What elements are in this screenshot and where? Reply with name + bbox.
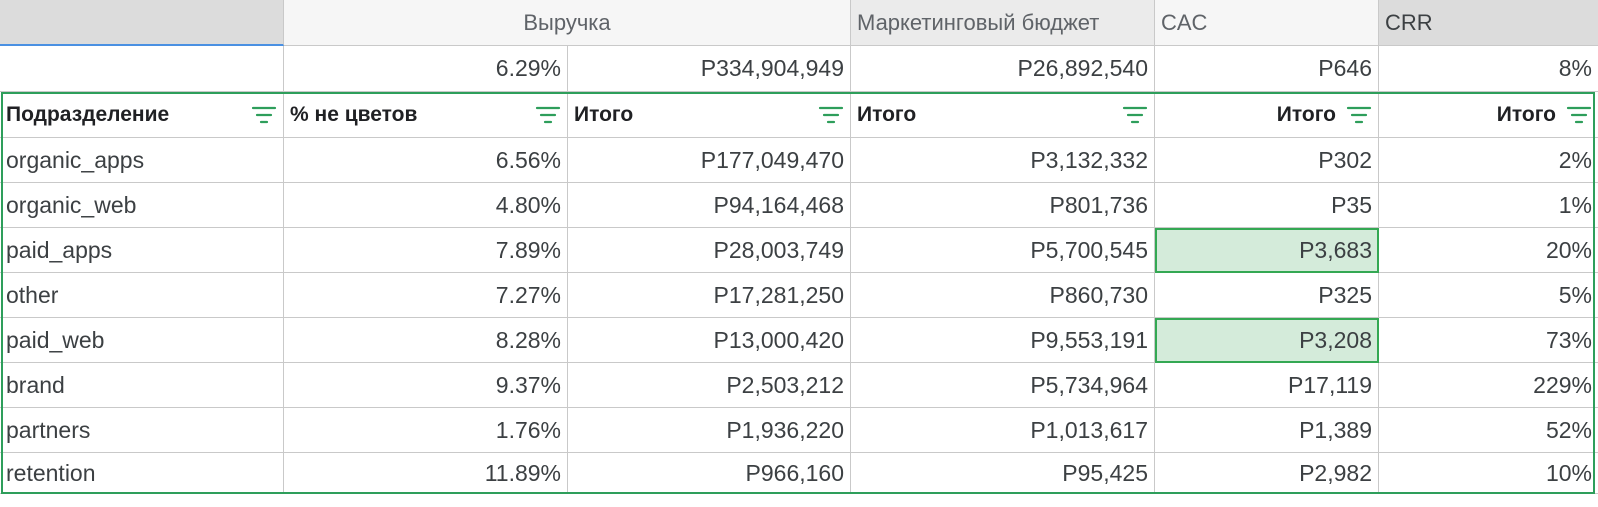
header-cac-label: Итого xyxy=(1276,102,1336,126)
cell-revenue[interactable]: Р177,049,470 xyxy=(568,138,851,183)
group-cac[interactable]: CAC xyxy=(1155,0,1379,46)
cell-cac[interactable]: Р1,389 xyxy=(1155,408,1379,453)
cell-revenue[interactable]: Р94,164,468 xyxy=(568,183,851,228)
filter-icon[interactable] xyxy=(818,105,844,125)
cell-marketing[interactable]: Р801,736 xyxy=(851,183,1155,228)
group-crr[interactable]: CRR xyxy=(1379,0,1598,46)
header-revenue-label: Итого xyxy=(574,102,634,126)
column-header-row: Подразделение % не цветов Итого Итого Ит… xyxy=(0,92,1598,138)
cell-marketing[interactable]: Р5,700,545 xyxy=(851,228,1155,273)
table-row: organic_web 4.80% Р94,164,468 Р801,736 Р… xyxy=(0,183,1598,228)
total-cac[interactable]: Р646 xyxy=(1155,46,1379,92)
cell-crr[interactable]: 5% xyxy=(1379,273,1598,318)
table-row: paid_web 8.28% Р13,000,420 Р9,553,191 Р3… xyxy=(0,318,1598,363)
cell-pct[interactable]: 6.56% xyxy=(284,138,568,183)
filter-icon[interactable] xyxy=(251,105,277,125)
cell-crr[interactable]: 10% xyxy=(1379,453,1598,494)
filter-icon[interactable] xyxy=(1122,105,1148,125)
cell-marketing[interactable]: Р860,730 xyxy=(851,273,1155,318)
total-marketing[interactable]: Р26,892,540 xyxy=(851,46,1155,92)
cell-division[interactable]: organic_apps xyxy=(0,138,284,183)
filter-icon[interactable] xyxy=(1566,105,1592,125)
group-revenue[interactable]: Выручка xyxy=(284,0,851,46)
header-revenue[interactable]: Итого xyxy=(568,92,851,138)
cell-crr[interactable]: 73% xyxy=(1379,318,1598,363)
cell-division[interactable]: partners xyxy=(0,408,284,453)
cell-division[interactable]: organic_web xyxy=(0,183,284,228)
header-crr-label: Итого xyxy=(1496,102,1556,126)
cell-revenue[interactable]: Р2,503,212 xyxy=(568,363,851,408)
cell-cac[interactable]: Р17,119 xyxy=(1155,363,1379,408)
cell-division[interactable]: retention xyxy=(0,453,284,494)
cell-crr[interactable]: 2% xyxy=(1379,138,1598,183)
cell-pct[interactable]: 4.80% xyxy=(284,183,568,228)
cell-marketing[interactable]: Р1,013,617 xyxy=(851,408,1155,453)
cell-revenue[interactable]: Р28,003,749 xyxy=(568,228,851,273)
table-row: retention 11.89% Р966,160 Р95,425 Р2,982… xyxy=(0,453,1598,494)
totals-label-cell[interactable] xyxy=(0,46,284,92)
cell-revenue[interactable]: Р1,936,220 xyxy=(568,408,851,453)
total-crr[interactable]: 8% xyxy=(1379,46,1598,92)
cell-crr[interactable]: 20% xyxy=(1379,228,1598,273)
group-header-row: Выручка Маркетинговый бюджет CAC CRR xyxy=(0,0,1598,46)
totals-row: 6.29% Р334,904,949 Р26,892,540 Р646 8% xyxy=(0,46,1598,92)
cell-division[interactable]: other xyxy=(0,273,284,318)
table-row: other 7.27% Р17,281,250 Р860,730 Р325 5% xyxy=(0,273,1598,318)
cell-pct[interactable]: 8.28% xyxy=(284,318,568,363)
table-row: brand 9.37% Р2,503,212 Р5,734,964 Р17,11… xyxy=(0,363,1598,408)
cell-cac[interactable]: Р302 xyxy=(1155,138,1379,183)
cell-crr[interactable]: 1% xyxy=(1379,183,1598,228)
cell-marketing[interactable]: Р95,425 xyxy=(851,453,1155,494)
cell-crr[interactable]: 52% xyxy=(1379,408,1598,453)
header-division-label: Подразделение xyxy=(6,102,170,126)
cell-division[interactable]: paid_web xyxy=(0,318,284,363)
cell-cac[interactable]: Р325 xyxy=(1155,273,1379,318)
table-row: partners 1.76% Р1,936,220 Р1,013,617 Р1,… xyxy=(0,408,1598,453)
cell-cac-highlighted[interactable]: Р3,208 xyxy=(1155,318,1379,363)
cell-cac-highlighted[interactable]: Р3,683 xyxy=(1155,228,1379,273)
cell-pct[interactable]: 7.27% xyxy=(284,273,568,318)
total-revenue[interactable]: Р334,904,949 xyxy=(568,46,851,92)
cell-crr[interactable]: 229% xyxy=(1379,363,1598,408)
total-pct[interactable]: 6.29% xyxy=(284,46,568,92)
cell-pct[interactable]: 9.37% xyxy=(284,363,568,408)
table-row: paid_apps 7.89% Р28,003,749 Р5,700,545 Р… xyxy=(0,228,1598,273)
cell-pct[interactable]: 11.89% xyxy=(284,453,568,494)
header-pct[interactable]: % не цветов xyxy=(284,92,568,138)
header-pct-label: % не цветов xyxy=(290,102,418,126)
cell-cac[interactable]: Р35 xyxy=(1155,183,1379,228)
cell-revenue[interactable]: Р966,160 xyxy=(568,453,851,494)
cell-division[interactable]: brand xyxy=(0,363,284,408)
filter-icon[interactable] xyxy=(1346,105,1372,125)
cell-cac[interactable]: Р2,982 xyxy=(1155,453,1379,494)
cell-revenue[interactable]: Р17,281,250 xyxy=(568,273,851,318)
table-row: organic_apps 6.56% Р177,049,470 Р3,132,3… xyxy=(0,138,1598,183)
header-cac[interactable]: Итого xyxy=(1155,92,1379,138)
cell-pct[interactable]: 7.89% xyxy=(284,228,568,273)
header-crr[interactable]: Итого xyxy=(1379,92,1598,138)
cell-revenue[interactable]: Р13,000,420 xyxy=(568,318,851,363)
cell-marketing[interactable]: Р5,734,964 xyxy=(851,363,1155,408)
header-marketing-label: Итого xyxy=(857,102,917,126)
group-marketing[interactable]: Маркетинговый бюджет xyxy=(851,0,1155,46)
corner-cell[interactable] xyxy=(0,0,284,46)
cell-marketing[interactable]: Р9,553,191 xyxy=(851,318,1155,363)
cell-pct[interactable]: 1.76% xyxy=(284,408,568,453)
cell-marketing[interactable]: Р3,132,332 xyxy=(851,138,1155,183)
filter-icon[interactable] xyxy=(535,105,561,125)
header-division[interactable]: Подразделение xyxy=(0,92,284,138)
header-marketing[interactable]: Итого xyxy=(851,92,1155,138)
cell-division[interactable]: paid_apps xyxy=(0,228,284,273)
